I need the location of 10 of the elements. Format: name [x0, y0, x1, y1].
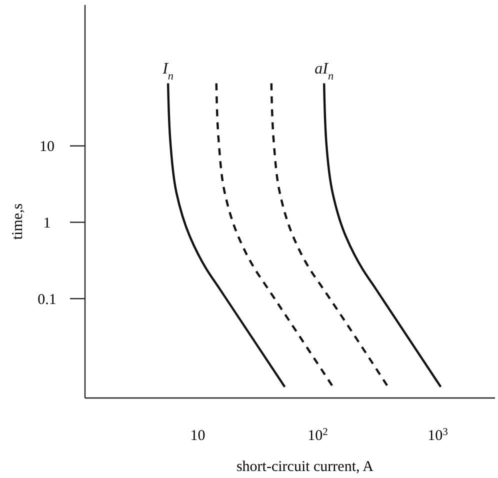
series-label: I$_{n}$	[162, 60, 174, 82]
y-axis-title: time,s	[10, 203, 26, 240]
y-tick-label: 1	[43, 216, 51, 232]
y-tick-label: 0.1	[38, 292, 56, 308]
x-tick-label: 10	[190, 428, 206, 444]
x-axis-title: short-circuit current, A	[236, 459, 374, 475]
x-tick-label: 10$^{2}$	[308, 426, 328, 444]
y-tick-label: 10	[40, 139, 54, 156]
series-label: aI$_{n}$	[314, 60, 334, 82]
x-tick-label: 10$^{3}$	[428, 426, 448, 444]
